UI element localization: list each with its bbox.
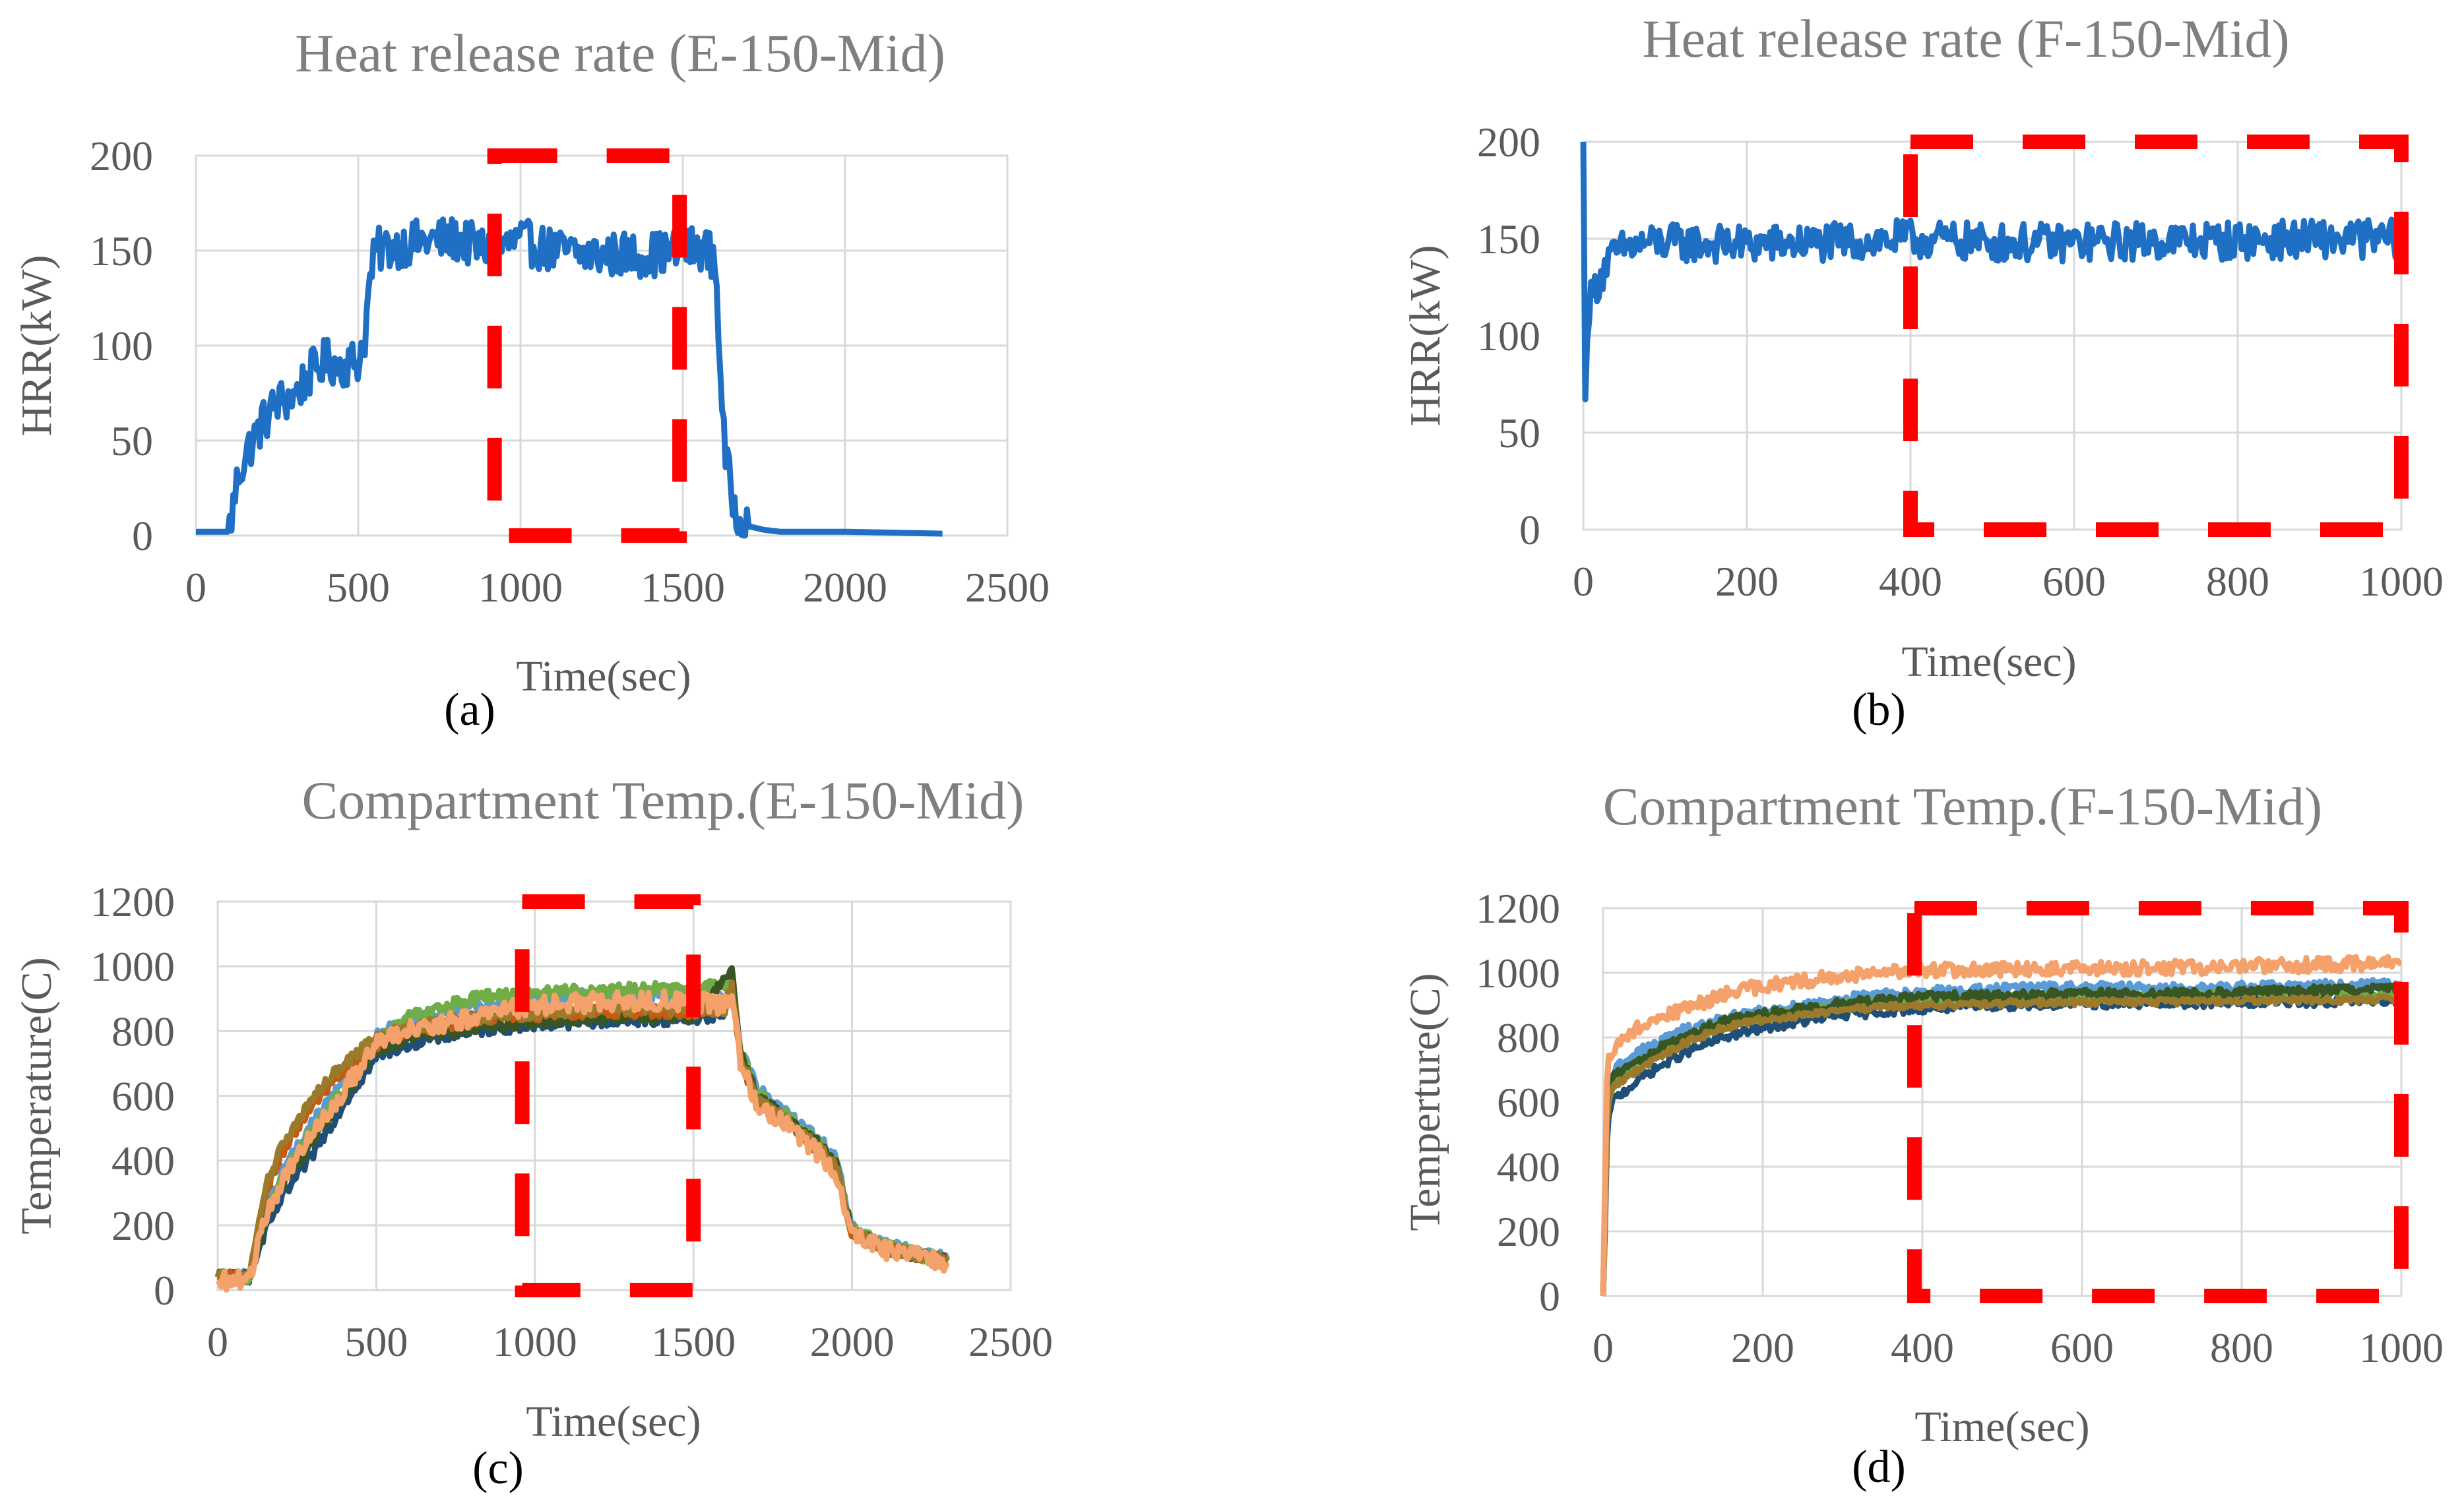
x-axis-label: Time(sec) <box>1914 1403 2089 1451</box>
y-tick-label: 600 <box>1497 1079 1560 1126</box>
x-tick-label: 400 <box>1891 1324 1954 1371</box>
y-tick-label: 1200 <box>90 878 175 925</box>
x-tick-label: 1000 <box>2359 558 2444 605</box>
chart-title: Compartment Temp.(F-150-Mid) <box>1603 776 2323 836</box>
x-tick-label: 200 <box>1731 1324 1794 1371</box>
x-axis-label: Time(sec) <box>516 652 691 700</box>
highlight-box <box>487 148 687 543</box>
y-tick-label: 1000 <box>90 943 175 990</box>
x-tick-label: 500 <box>327 564 390 611</box>
y-tick-label: 200 <box>111 1202 175 1249</box>
y-axis-label: Temperature(C) <box>13 957 61 1235</box>
panel-label: (b) <box>1852 685 1906 735</box>
y-tick-label: 150 <box>90 228 153 274</box>
y-tick-label: 800 <box>111 1008 175 1055</box>
y-tick-label: 150 <box>1477 216 1540 262</box>
plot-area <box>216 900 1012 1291</box>
y-tick-label: 400 <box>1497 1144 1560 1190</box>
chart-title: Heat release rate (E-150-Mid) <box>295 23 945 83</box>
y-tick-label: 50 <box>111 417 153 464</box>
series-line-tc-6 <box>1600 954 2403 1297</box>
x-tick-label: 400 <box>1879 558 1942 605</box>
y-tick-label: 400 <box>111 1138 175 1185</box>
y-tick-label: 1200 <box>1476 885 1560 932</box>
x-tick-label: 2000 <box>810 1318 895 1365</box>
panel-label: (d) <box>1852 1442 1906 1493</box>
panel-label: (a) <box>444 685 495 735</box>
x-tick-label: 2000 <box>803 564 887 611</box>
y-tick-label: 0 <box>132 512 153 559</box>
series-line-hrr <box>195 216 944 539</box>
x-tick-label: 500 <box>344 1318 408 1365</box>
x-axis-label: Time(sec) <box>526 1398 701 1446</box>
y-tick-label: 200 <box>1477 119 1540 166</box>
y-tick-label: 1000 <box>1476 950 1560 997</box>
y-tick-label: 100 <box>90 323 153 369</box>
chart-c: 0 500 1000 1500 2000 2500 0 200 400 600 800 1000 120… <box>13 770 1053 1494</box>
chart-title: Compartment Temp.(E-150-Mid) <box>302 770 1025 830</box>
x-tick-label: 2500 <box>968 1318 1053 1365</box>
y-tick-label: 0 <box>1519 507 1540 553</box>
chart-title: Heat release rate (F-150-Mid) <box>1642 9 2289 69</box>
y-tick-label: 600 <box>111 1073 175 1120</box>
x-axis-label: Time(sec) <box>1901 638 2076 686</box>
y-axis-label: Temperture(C) <box>1401 973 1449 1231</box>
x-tick-label: 1000 <box>493 1318 577 1365</box>
highlight-box <box>515 894 701 1297</box>
plot-area <box>195 154 1009 537</box>
y-axis-label: HRR(kW) <box>13 255 61 437</box>
y-tick-label: 0 <box>1539 1273 1560 1320</box>
x-tick-label: 2500 <box>965 564 1050 611</box>
x-tick-label: 0 <box>1573 558 1594 605</box>
chart-a: 0 500 1000 1500 2000 2500 0 50 100 150 200 Heat rel… <box>13 23 1050 735</box>
series-line-tc-1 <box>214 982 949 1286</box>
y-tick-label: 0 <box>154 1267 175 1314</box>
x-tick-label: 200 <box>1715 558 1779 605</box>
y-tick-label: 200 <box>90 133 153 179</box>
x-tick-label: 1000 <box>2359 1324 2444 1371</box>
y-tick-label: 100 <box>1477 313 1540 359</box>
x-tick-label: 600 <box>2050 1324 2114 1371</box>
chart-d: 0 200 400 600 800 1000 0 200 400 600 800 1000 1200 Co… <box>1401 776 2444 1493</box>
series-line-tc-5 <box>1600 993 2404 1297</box>
x-tick-label: 800 <box>2206 558 2269 605</box>
x-tick-label: 1500 <box>651 1318 736 1365</box>
series-line-tc-1 <box>1600 993 2403 1297</box>
panel-label: (c) <box>472 1443 524 1494</box>
chart-b: 0 200 400 600 800 1000 0 50 100 150 200 Heat releas… <box>1401 9 2444 735</box>
x-tick-label: 0 <box>207 1318 228 1365</box>
series-line-hrr <box>1580 141 2405 402</box>
x-tick-label: 0 <box>1593 1324 1614 1371</box>
y-tick-label: 800 <box>1497 1014 1560 1061</box>
highlight-box <box>1903 135 2409 537</box>
x-tick-label: 800 <box>2210 1324 2273 1371</box>
highlight-box <box>1907 901 2409 1303</box>
series-line-tc-7 <box>216 988 950 1293</box>
x-tick-label: 0 <box>185 564 206 611</box>
x-tick-label: 1500 <box>641 564 725 611</box>
y-tick-label: 50 <box>1498 410 1540 456</box>
y-tick-label: 200 <box>1497 1208 1560 1255</box>
series-line-tc-4 <box>1600 982 2404 1297</box>
y-axis-label: HRR(kW) <box>1401 245 1449 427</box>
x-tick-label: 1000 <box>478 564 563 611</box>
x-tick-label: 600 <box>2042 558 2106 605</box>
